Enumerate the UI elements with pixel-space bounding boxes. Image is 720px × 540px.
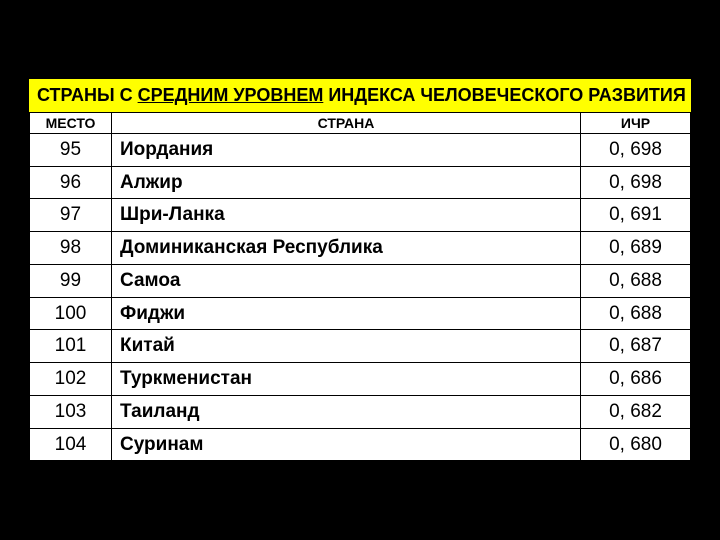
cell-rank: 102 [30,363,112,396]
cell-hdi: 0, 691 [581,199,691,232]
table-row: 97 Шри-Ланка 0, 691 [30,199,691,232]
table-row: 101 Китай 0, 687 [30,330,691,363]
cell-hdi: 0, 682 [581,395,691,428]
cell-rank: 97 [30,199,112,232]
table-row: 102 Туркменистан 0, 686 [30,363,691,396]
table-row: 95 Иордания 0, 698 [30,133,691,166]
title-suffix: ИНДЕКСА ЧЕЛОВЕЧЕСКОГО РАЗВИТИЯ [323,85,685,105]
table-row: 96 Алжир 0, 698 [30,166,691,199]
table-header-row: МЕСТО СТРАНА ИЧР [30,113,691,134]
table-row: 98 Доминиканская Республика 0, 689 [30,232,691,265]
cell-country: Туркменистан [112,363,581,396]
table-row: 103 Таиланд 0, 682 [30,395,691,428]
cell-country: Фиджи [112,297,581,330]
cell-country: Самоа [112,264,581,297]
cell-rank: 104 [30,428,112,461]
table-title: СТРАНЫ С СРЕДНИМ УРОВНЕМ ИНДЕКСА ЧЕЛОВЕЧ… [29,79,691,113]
cell-hdi: 0, 687 [581,330,691,363]
cell-hdi: 0, 686 [581,363,691,396]
cell-hdi: 0, 688 [581,264,691,297]
cell-rank: 96 [30,166,112,199]
cell-country: Доминиканская Республика [112,232,581,265]
cell-hdi: 0, 689 [581,232,691,265]
cell-rank: 95 [30,133,112,166]
cell-rank: 99 [30,264,112,297]
cell-rank: 101 [30,330,112,363]
col-header-country: СТРАНА [112,113,581,134]
table-body: 95 Иордания 0, 698 96 Алжир 0, 698 97 Шр… [30,133,691,461]
cell-rank: 98 [30,232,112,265]
cell-country: Суринам [112,428,581,461]
title-prefix: СТРАНЫ С [37,85,138,105]
hdi-table: МЕСТО СТРАНА ИЧР 95 Иордания 0, 698 96 А… [29,113,691,462]
cell-hdi: 0, 680 [581,428,691,461]
title-underlined: СРЕДНИМ УРОВНЕМ [138,85,324,105]
cell-rank: 103 [30,395,112,428]
cell-country: Китай [112,330,581,363]
cell-hdi: 0, 698 [581,133,691,166]
cell-country: Алжир [112,166,581,199]
cell-hdi: 0, 698 [581,166,691,199]
col-header-hdi: ИЧР [581,113,691,134]
cell-country: Таиланд [112,395,581,428]
cell-hdi: 0, 688 [581,297,691,330]
cell-rank: 100 [30,297,112,330]
table-row: 100 Фиджи 0, 688 [30,297,691,330]
cell-country: Иордания [112,133,581,166]
table-row: 104 Суринам 0, 680 [30,428,691,461]
table-row: 99 Самоа 0, 688 [30,264,691,297]
hdi-table-card: СТРАНЫ С СРЕДНИМ УРОВНЕМ ИНДЕКСА ЧЕЛОВЕЧ… [28,78,692,463]
cell-country: Шри-Ланка [112,199,581,232]
col-header-rank: МЕСТО [30,113,112,134]
